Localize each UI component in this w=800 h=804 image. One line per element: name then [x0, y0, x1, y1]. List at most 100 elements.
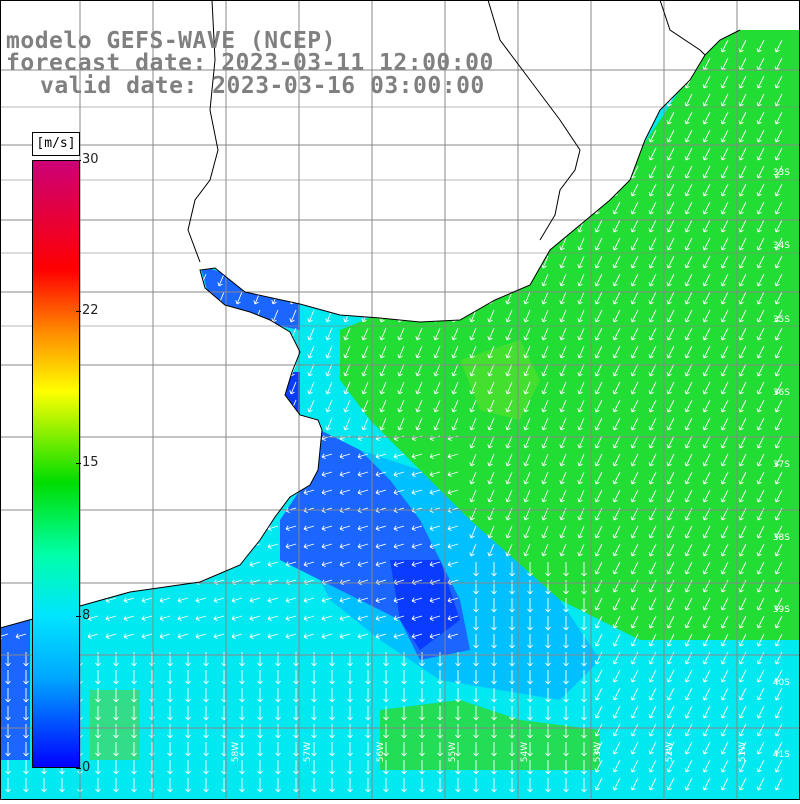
wind-arrow	[648, 705, 657, 719]
wind-arrow	[523, 381, 531, 395]
wind-arrow	[666, 399, 675, 413]
wind-arrow	[630, 147, 639, 161]
wind-arrow	[527, 742, 533, 757]
wind-arrow	[594, 255, 603, 269]
wind-arrow	[127, 237, 135, 251]
wind-arrow	[379, 381, 387, 395]
wind-arrow	[383, 760, 389, 775]
wind-arrow	[159, 471, 171, 477]
wind-arrow	[343, 183, 351, 197]
wind-arrow	[541, 381, 549, 395]
wind-arrow	[594, 615, 603, 629]
wind-arrow	[437, 760, 443, 775]
wind-arrow	[487, 75, 495, 89]
wind-arrow	[648, 57, 657, 71]
wind-arrow	[1, 147, 9, 161]
wind-arrow	[447, 453, 459, 459]
wind-blue-southwest	[0, 620, 30, 760]
wind-arrow	[505, 489, 513, 503]
wind-arrow	[127, 111, 135, 125]
wind-arrow	[577, 309, 585, 323]
wind-arrow	[756, 417, 765, 431]
wind-arrow	[774, 183, 783, 197]
wind-arrow	[756, 597, 765, 611]
wind-arrow	[509, 706, 515, 721]
wind-arrow	[15, 489, 27, 495]
wind-arrow	[267, 597, 279, 603]
wind-arrow	[473, 706, 479, 721]
wind-arrow	[527, 652, 533, 667]
wind-arrow	[630, 201, 639, 215]
wind-arrow	[249, 633, 261, 639]
wind-arrow	[293, 688, 299, 703]
wind-arrow	[756, 237, 765, 251]
wind-arrow	[15, 561, 27, 567]
wind-arrow	[365, 652, 371, 667]
wind-arrow	[702, 525, 711, 539]
wind-arrow	[429, 471, 441, 477]
wind-arrow	[541, 165, 549, 179]
wind-arrow	[113, 706, 119, 721]
wind-arrow	[257, 706, 263, 721]
wind-arrow	[487, 453, 495, 467]
wind-arrow	[275, 724, 281, 739]
wind-arrow	[469, 237, 477, 251]
wind-arrow	[1, 417, 9, 431]
wind-arrow	[666, 759, 675, 773]
wind-arrow	[293, 778, 299, 793]
wind-arrow	[612, 75, 621, 89]
wind-arrow	[541, 489, 549, 503]
wind-arrow	[91, 201, 99, 215]
wind-arrow	[702, 687, 711, 701]
lat-label: 33S	[773, 168, 790, 178]
wind-arrow	[451, 237, 459, 251]
wind-arrow	[577, 39, 585, 53]
wind-arrow	[19, 147, 27, 161]
wind-arrow	[1, 165, 9, 179]
wind-arrow	[505, 471, 513, 485]
wind-arrow	[541, 237, 549, 251]
wind-arrow	[415, 111, 423, 125]
wind-arrow	[648, 201, 657, 215]
wind-arrow	[231, 453, 243, 459]
wind-arrow	[397, 201, 405, 215]
wind-arrow	[523, 327, 531, 341]
wind-arrow	[177, 561, 189, 567]
wind-arrow	[235, 291, 243, 305]
wind-arrow	[235, 273, 243, 287]
wind-arrow	[451, 201, 459, 215]
wind-arrow	[343, 165, 351, 179]
wind-arrow	[177, 543, 189, 549]
wind-arrow	[738, 705, 747, 719]
wind-arrow	[648, 165, 657, 179]
wind-arrow	[95, 706, 101, 721]
wind-arrow	[648, 291, 657, 305]
wind-arrow	[469, 309, 477, 323]
wind-arrow	[666, 291, 675, 305]
wind-arrow	[19, 75, 27, 89]
wind-arrow	[271, 183, 279, 197]
wind-arrow	[393, 561, 405, 567]
wind-arrow	[397, 111, 405, 125]
wind-arrow	[163, 417, 171, 431]
wind-arrow	[375, 561, 387, 567]
wind-arrow	[343, 417, 351, 431]
wind-arrow	[774, 273, 783, 287]
wind-arrow	[648, 525, 657, 539]
wind-arrow	[666, 147, 675, 161]
wind-arrow	[325, 273, 333, 287]
wind-arrow	[720, 39, 729, 53]
wind-arrow	[563, 562, 569, 577]
wind-arrow	[487, 309, 495, 323]
wind-arrow	[577, 417, 585, 431]
wind-arrow	[702, 399, 711, 413]
wind-arrow	[684, 381, 693, 395]
wind-arrow	[343, 327, 351, 341]
wind-arrow	[523, 129, 531, 143]
wind-arrow	[469, 111, 477, 125]
wind-arrow	[303, 633, 315, 639]
wind-arrow	[509, 580, 515, 595]
wind-arrow	[594, 741, 603, 755]
wind-arrow	[325, 201, 333, 215]
wind-arrow	[630, 543, 639, 557]
